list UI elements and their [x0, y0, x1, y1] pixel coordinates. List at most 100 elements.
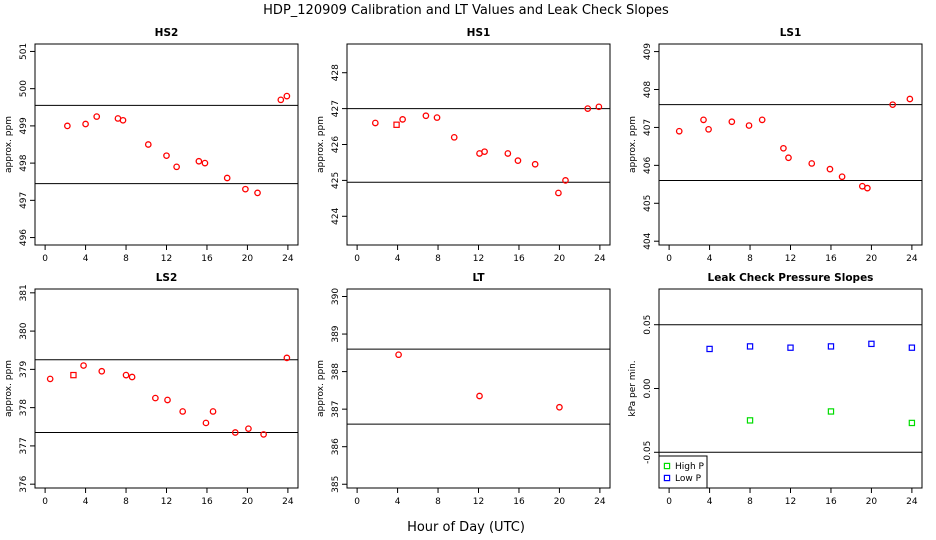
data-point	[531, 160, 539, 168]
x-tick-label: 16	[825, 497, 837, 507]
data-point	[179, 408, 187, 415]
data-point	[864, 184, 871, 192]
legend-marker	[663, 462, 671, 470]
x-tick-label: 8	[123, 254, 129, 264]
data-point	[119, 116, 127, 124]
y-tick-label: -0.05	[643, 441, 653, 464]
data-point	[705, 125, 712, 133]
chart-panel-2: HS1 approx. ppm 0 4 8 12 16 20 24 424 425 426 427 428	[316, 27, 611, 264]
data-point	[908, 344, 916, 351]
data-point	[504, 150, 512, 157]
y-tick-label: 0.00	[643, 378, 653, 398]
x-tick-label: 4	[83, 254, 89, 264]
y-tick-label: 497	[19, 192, 29, 209]
y-tick-label: 500	[19, 80, 29, 97]
y-tick-label: 376	[19, 475, 29, 492]
y-tick-label: 428	[331, 64, 341, 81]
x-tick-label: 16	[201, 254, 213, 264]
y-tick-label: 385	[331, 476, 341, 493]
data-point	[808, 160, 816, 167]
x-tick-label: 12	[785, 254, 796, 264]
data-point	[780, 144, 787, 152]
data-point	[46, 375, 54, 383]
legend-label: Low P	[675, 474, 702, 484]
data-point	[395, 351, 402, 359]
chart-panel-1: HS2 approx. ppm 0 4 8 12 16 20 24 496 497 498 499 500…	[4, 27, 299, 264]
data-point	[70, 371, 77, 379]
data-point	[745, 122, 753, 129]
plot-frame	[346, 43, 611, 246]
data-point	[562, 177, 569, 184]
y-tick-label: 387	[331, 401, 341, 418]
data-point	[555, 189, 562, 197]
x-tick-label: 4	[707, 254, 713, 264]
data-point	[393, 121, 400, 128]
data-point	[906, 95, 914, 103]
x-tick-label: 24	[282, 254, 294, 264]
legend-box	[658, 455, 708, 489]
data-point	[93, 113, 101, 120]
x-tick-label: 24	[594, 254, 606, 264]
data-point	[433, 114, 441, 121]
data-point	[202, 419, 210, 427]
x-tick-label: 0	[42, 254, 48, 264]
y-tick-label: 381	[19, 284, 29, 301]
data-point	[254, 189, 261, 197]
y-tick-label: 408	[643, 81, 653, 98]
data-point	[584, 105, 592, 112]
data-point	[277, 96, 285, 104]
legend-marker	[663, 474, 671, 482]
data-point	[746, 417, 754, 424]
x-tick-label: 12	[785, 497, 796, 507]
data-point	[700, 116, 707, 124]
panel-title: HS1	[467, 27, 491, 39]
x-tick-label: 20	[866, 497, 878, 507]
y-tick-label: 379	[19, 361, 29, 378]
data-point	[98, 367, 106, 375]
y-axis-label: approx. ppm	[4, 116, 14, 173]
y-tick-label: 404	[643, 232, 653, 249]
y-axis-label: approx. ppm	[628, 116, 638, 173]
y-tick-label: 427	[331, 100, 341, 117]
y-tick-label: 389	[331, 325, 341, 342]
x-tick-label: 4	[83, 497, 89, 507]
figure-x-axis-label: Hour of Day (UTC)	[407, 520, 525, 535]
x-tick-label: 24	[594, 497, 606, 507]
data-point	[80, 362, 87, 369]
data-point	[787, 344, 794, 351]
x-tick-label: 20	[866, 254, 878, 264]
data-point	[422, 112, 430, 120]
x-tick-label: 8	[123, 497, 129, 507]
data-point	[889, 101, 897, 109]
panel-title: HS2	[155, 27, 179, 39]
panel-title: LS2	[156, 272, 178, 284]
data-point	[163, 152, 170, 160]
y-tick-label: 425	[331, 172, 341, 189]
x-tick-label: 16	[825, 254, 837, 264]
chart-panel-3: LS1 approx. ppm 0 4 8 12 16 20 24 404 405 406 407 408…	[628, 27, 923, 264]
x-tick-label: 8	[747, 254, 753, 264]
data-point	[195, 157, 203, 165]
y-tick-label: 405	[643, 195, 653, 212]
y-axis-label: approx. ppm	[316, 116, 326, 173]
data-point	[231, 429, 239, 436]
x-tick-label: 0	[354, 254, 360, 264]
y-tick-label: 498	[19, 154, 29, 171]
data-point	[826, 165, 834, 173]
x-tick-label: 24	[906, 254, 918, 264]
y-tick-label: 386	[331, 438, 341, 455]
data-point	[242, 185, 249, 193]
chart-panels: HS2 approx. ppm 0 4 8 12 16 20 24 496 497 498 499 500…	[4, 27, 923, 507]
x-tick-label: 12	[473, 497, 484, 507]
x-tick-label: 16	[513, 254, 525, 264]
data-point	[450, 133, 458, 141]
data-point	[209, 408, 217, 415]
y-tick-label: 407	[643, 119, 653, 136]
data-point	[283, 92, 291, 100]
x-tick-label: 8	[747, 497, 753, 507]
x-tick-label: 20	[242, 254, 254, 264]
x-tick-label: 8	[435, 497, 441, 507]
data-point	[595, 103, 603, 111]
panel-title: Leak Check Pressure Slopes	[708, 272, 874, 284]
